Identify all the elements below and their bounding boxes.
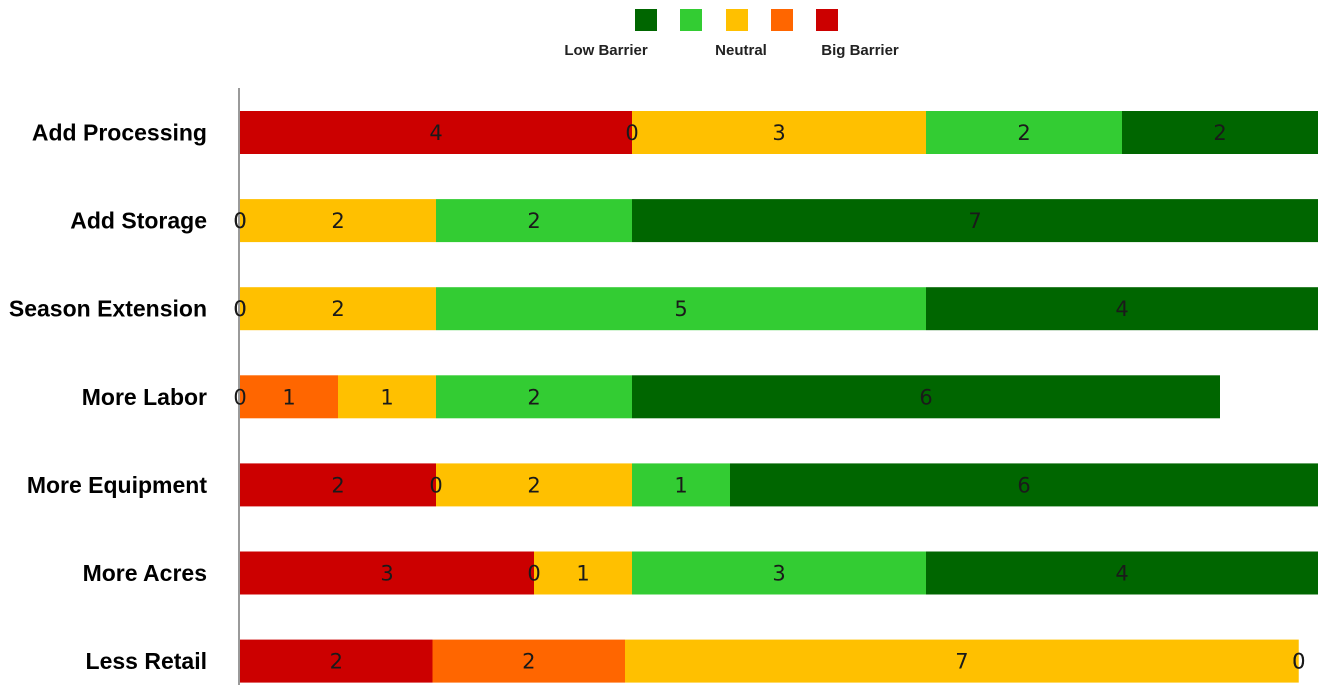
data-label-more-acres-s2: 3 xyxy=(772,562,785,586)
bar-more-labor-s3 xyxy=(338,375,436,419)
category-label-less-retail: Less Retail xyxy=(86,648,207,674)
bar-more-equipment-s3 xyxy=(436,463,632,507)
legend-label-big-barrier: Big Barrier xyxy=(821,42,899,59)
legend-swatch-1 xyxy=(635,9,657,31)
bar-add-processing-s2 xyxy=(926,111,1122,154)
category-label-more-acres: More Acres xyxy=(83,560,207,586)
data-label-less-retail-s4: 2 xyxy=(522,650,535,674)
category-label-more-equipment: More Equipment xyxy=(27,472,208,498)
data-label-season-extension-s4: 0 xyxy=(233,297,246,321)
bar-more-labor-s2 xyxy=(436,375,632,419)
bar-more-equipment-s1 xyxy=(730,463,1318,507)
data-label-more-equipment-s2: 1 xyxy=(674,473,687,497)
category-label-add-storage: Add Storage xyxy=(70,208,207,234)
bar-more-acres-s1 xyxy=(926,551,1318,595)
category-label-more-labor: More Labor xyxy=(82,384,207,410)
data-label-add-storage-s1: 7 xyxy=(968,209,981,233)
data-label-add-storage-s3: 2 xyxy=(331,209,344,233)
bar-add-storage-s2 xyxy=(436,199,632,243)
data-label-add-processing-s4: 0 xyxy=(625,121,638,145)
legend-swatch-4 xyxy=(771,9,793,31)
bar-more-equipment-s2 xyxy=(632,463,730,507)
data-label-add-processing-s5: 4 xyxy=(429,121,442,145)
data-label-more-labor-s3: 1 xyxy=(380,385,393,409)
bar-add-storage-s3 xyxy=(240,199,436,243)
data-label-less-retail-s5: 2 xyxy=(330,650,343,674)
bar-less-retail-s5 xyxy=(240,639,433,683)
data-label-add-processing-s1: 2 xyxy=(1213,121,1226,145)
data-label-less-retail-s2: 0 xyxy=(1292,650,1305,674)
legend-swatch-3 xyxy=(726,9,748,31)
bar-less-retail-s3 xyxy=(625,639,1299,683)
bar-more-acres-s2 xyxy=(632,551,926,595)
bar-add-storage-s1 xyxy=(632,199,1318,243)
legend-label-low-barrier: Low Barrier xyxy=(564,42,648,59)
data-label-more-labor-s2: 2 xyxy=(527,385,540,409)
data-label-add-processing-s3: 3 xyxy=(772,121,785,145)
data-label-season-extension-s5: 0 xyxy=(233,297,246,321)
bars xyxy=(240,111,1318,683)
data-label-add-processing-s2: 2 xyxy=(1017,121,1030,145)
data-label-season-extension-s3: 2 xyxy=(331,297,344,321)
data-label-less-retail-s3: 7 xyxy=(955,650,968,674)
data-label-season-extension-s1: 4 xyxy=(1115,297,1128,321)
category-label-season-extension: Season Extension xyxy=(9,296,207,322)
data-label-more-equipment-s5: 2 xyxy=(331,473,344,497)
data-label-more-equipment-s4: 0 xyxy=(429,473,442,497)
data-label-more-labor-s1: 6 xyxy=(919,385,932,409)
data-label-add-storage-s5: 0 xyxy=(233,209,246,233)
legend-swatch-5 xyxy=(816,9,838,31)
bar-season-extension-s2 xyxy=(436,287,926,331)
bar-season-extension-s1 xyxy=(926,287,1318,331)
bar-season-extension-s3 xyxy=(240,287,436,331)
bar-more-acres-s3 xyxy=(534,551,632,595)
data-label-more-labor-s5: 0 xyxy=(233,385,246,409)
data-label-more-equipment-s1: 6 xyxy=(1017,473,1030,497)
category-label-add-processing: Add Processing xyxy=(32,120,207,146)
bar-less-retail-s4 xyxy=(432,639,625,683)
bar-more-labor-s4 xyxy=(240,375,338,419)
legend: Low Barrier Neutral Big Barrier xyxy=(564,9,899,59)
bar-add-processing-s5 xyxy=(240,111,632,154)
data-label-more-acres-s4: 0 xyxy=(527,562,540,586)
data-label-more-acres-s1: 4 xyxy=(1115,562,1128,586)
bar-more-acres-s5 xyxy=(240,551,534,595)
category-axis: Add Processing Add Storage Season Extensio… xyxy=(9,88,240,685)
legend-swatch-2 xyxy=(680,9,702,31)
data-label-more-acres-s3: 1 xyxy=(576,562,589,586)
data-labels: 4 0 3 2 200 2 2 700 2 5 40 1 1 2 62 0 2 1 63 0 1 3 42 2 7 00 xyxy=(233,121,1305,674)
bar-more-equipment-s5 xyxy=(240,463,436,507)
data-label-less-retail-s1: 0 xyxy=(1292,650,1305,674)
bar-add-processing-s1 xyxy=(1122,111,1318,154)
data-label-add-storage-s2: 2 xyxy=(527,209,540,233)
data-label-season-extension-s2: 5 xyxy=(674,297,687,321)
data-label-more-acres-s5: 3 xyxy=(380,562,393,586)
legend-label-neutral: Neutral xyxy=(715,42,767,59)
data-label-more-labor-s4: 1 xyxy=(282,385,295,409)
data-label-add-storage-s4: 0 xyxy=(233,209,246,233)
bar-add-processing-s3 xyxy=(632,111,926,154)
bar-more-labor-s1 xyxy=(632,375,1220,419)
data-label-more-equipment-s3: 2 xyxy=(527,473,540,497)
